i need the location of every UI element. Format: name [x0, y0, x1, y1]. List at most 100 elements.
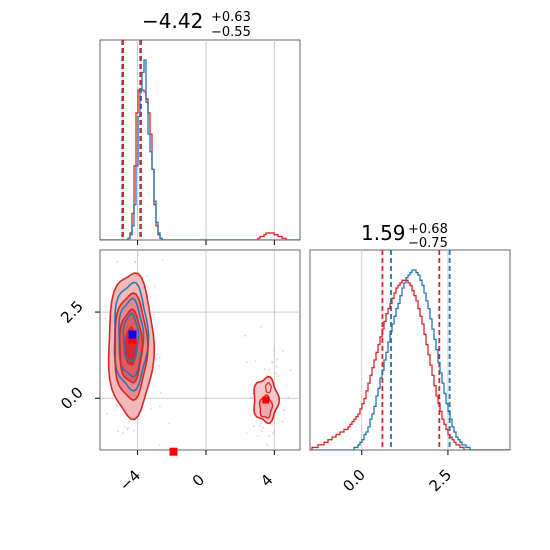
sample-point: [115, 404, 118, 407]
sample-point: [276, 365, 278, 368]
sample-point: [159, 391, 162, 394]
panel-hist-param2-series: [310, 269, 510, 450]
sample-point: [137, 254, 140, 256]
sample-point: [158, 365, 160, 368]
sample-point: [158, 405, 161, 408]
sample-point: [104, 317, 107, 320]
x-axis-param1-tick-label-0: −4: [116, 466, 144, 494]
sample-point: [134, 260, 137, 263]
sample-point: [244, 334, 247, 337]
sample-point: [263, 368, 266, 371]
sample-point: [158, 356, 161, 359]
sample-point: [117, 430, 120, 433]
sample-point: [126, 426, 129, 429]
contour-red-secondary-core: [264, 382, 272, 394]
panel-hist-param1-series: [100, 59, 300, 240]
x-axis-param2-tick-label-0: 0.0: [339, 466, 369, 496]
sample-point: [150, 408, 152, 410]
sample-point: [123, 425, 126, 428]
param1-title-lower: −0.55: [211, 25, 251, 40]
sample-point: [246, 432, 248, 435]
sample-point: [287, 396, 290, 399]
sample-point: [277, 375, 280, 378]
sample-point: [133, 429, 136, 432]
hist2-series-blue: [310, 269, 510, 450]
sample-point: [127, 421, 130, 424]
sample-point: [260, 430, 263, 433]
contour-line-red-outer: [107, 272, 156, 421]
sample-point: [259, 326, 262, 328]
x-axis-param2-tick-label-1: 2.5: [426, 466, 456, 496]
sample-point: [282, 409, 285, 412]
contour-line-red-mid: [114, 292, 149, 402]
sample-point: [252, 425, 255, 428]
sample-point: [258, 424, 261, 427]
sample-point: [152, 313, 155, 316]
sample-point: [161, 258, 164, 261]
sample-point: [281, 420, 284, 423]
contour-line-red-inner: [119, 308, 144, 384]
param1-title: −4.42: [142, 9, 203, 33]
panel-hist-param2: 0.0 2.5: [309, 249, 511, 495]
hist1-series-red: [100, 89, 300, 240]
param1-title-upper: +0.63: [211, 10, 251, 25]
marker-red: [169, 447, 178, 456]
sample-point: [268, 369, 271, 372]
x-axis-param1-tick-label-2: 4: [257, 471, 276, 490]
hist2-series-red: [310, 279, 510, 450]
sample-point: [158, 443, 161, 446]
sample-point: [126, 428, 129, 431]
panel-hist-param1-ticks: [137, 240, 275, 245]
panel-2d-contours: [107, 272, 281, 425]
sample-point: [116, 260, 119, 263]
sample-point: [272, 432, 275, 435]
sample-point: [274, 372, 277, 375]
sample-point: [167, 422, 170, 425]
x-axis-param1-tick-label-1: 0: [189, 471, 208, 490]
param2-title: 1.59: [361, 221, 406, 245]
sample-point: [99, 385, 101, 388]
sample-point: [262, 426, 264, 429]
sample-point: [154, 285, 157, 288]
contour-line-blue-inner: [122, 312, 140, 362]
panel-2d-param1-param2: −4 0 4 0.0 2.5: [57, 249, 301, 495]
sample-point: [104, 305, 107, 308]
sample-point: [273, 349, 276, 352]
sample-point: [266, 444, 269, 446]
point-red: [128, 335, 137, 344]
y-axis-param2-tick-label-1: 2.5: [57, 297, 87, 327]
sample-point: [146, 274, 149, 277]
sample-point: [271, 423, 273, 426]
point-blue: [128, 330, 137, 339]
sample-point: [246, 361, 248, 364]
param2-title-upper: +0.68: [408, 222, 448, 237]
param2-title-value: 1.59: [361, 221, 406, 245]
sample-point: [254, 360, 257, 363]
sample-point: [271, 360, 274, 363]
sample-point: [250, 396, 253, 399]
marker-red-secondary: [262, 396, 270, 404]
panel-hist-param1-frame: [99, 39, 301, 241]
sample-point: [156, 353, 159, 356]
sample-point: [256, 434, 259, 437]
sample-point: [276, 358, 279, 361]
sample-point: [122, 432, 125, 434]
panel-hist-param2-grid: [361, 250, 449, 450]
panel-hist-param2-ticks: 0.0 2.5: [339, 450, 455, 495]
sample-point: [260, 422, 263, 425]
sample-point: [105, 412, 108, 415]
panel-hist-param1: [99, 39, 301, 245]
panel-hist-param1-quantiles: [121, 40, 142, 240]
sample-point: [267, 434, 270, 437]
panel-2d-points: [128, 330, 270, 456]
sample-point: [289, 369, 292, 372]
hist1-series-blue: [100, 59, 300, 240]
sample-point: [282, 350, 285, 353]
y-axis-param2-tick-label-0: 0.0: [57, 383, 87, 413]
panel-hist-param2-quantiles: [381, 250, 451, 450]
sample-point: [265, 374, 268, 377]
param2-title-lower: −0.75: [408, 236, 448, 251]
param1-title-value: −4.42: [142, 9, 203, 33]
panel-hist-param2-frame: [309, 249, 511, 451]
